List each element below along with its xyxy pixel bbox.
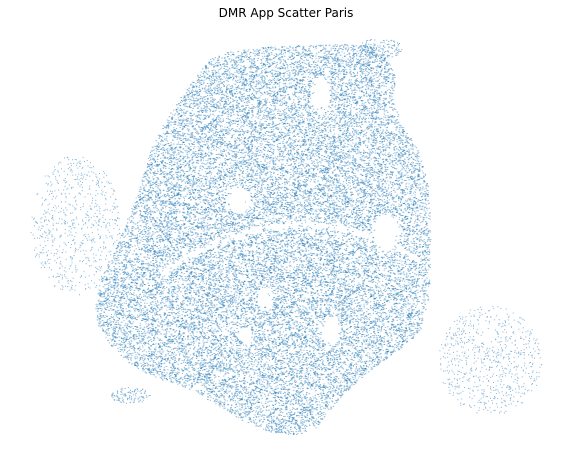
scatter-point-cluster xyxy=(359,39,403,59)
scatter-point-cluster xyxy=(97,44,431,435)
scatter-point-cluster xyxy=(30,156,121,296)
scatter-point-cluster xyxy=(95,44,432,434)
scatter-point-cluster xyxy=(97,44,431,435)
scatter-point-cluster xyxy=(439,305,543,414)
scatter-points xyxy=(30,39,543,435)
scatter-point-cluster xyxy=(96,44,431,435)
scatter-point-cluster xyxy=(111,387,151,404)
chart-title: DMR App Scatter Paris xyxy=(218,6,354,20)
